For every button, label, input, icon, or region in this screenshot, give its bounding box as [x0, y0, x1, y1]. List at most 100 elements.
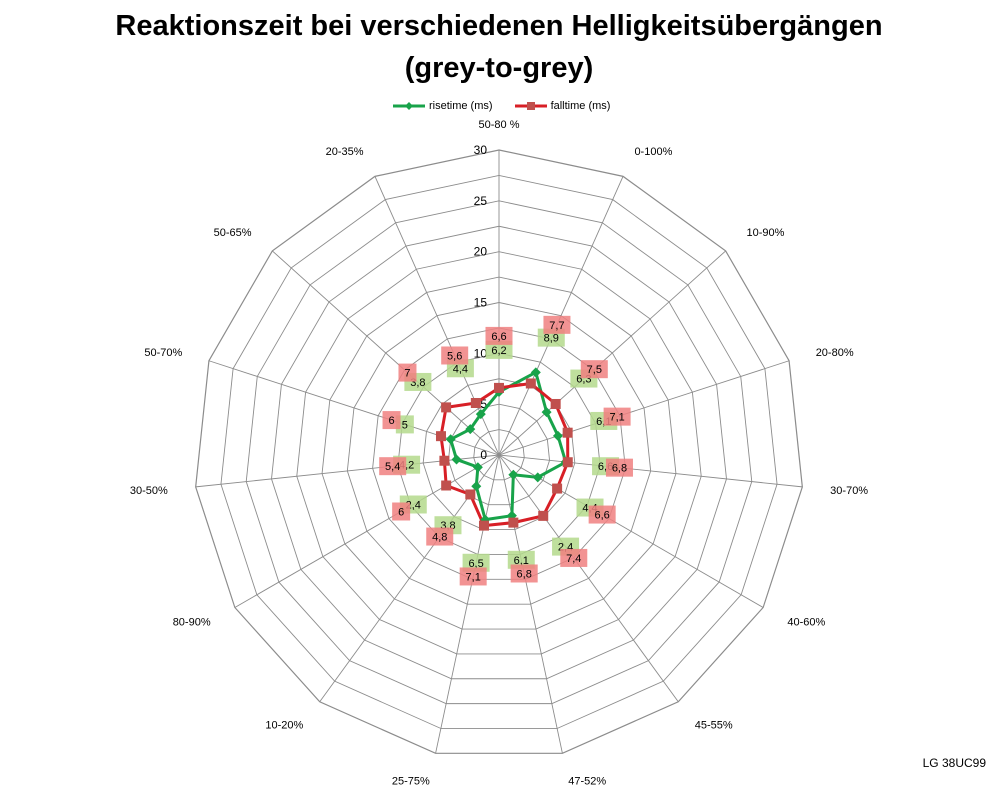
point-rise [530, 367, 541, 378]
category-label: 50-80 % [479, 119, 520, 131]
point-rise [475, 409, 486, 420]
data-label-bg-fall [426, 527, 454, 546]
grid-ring [473, 429, 525, 481]
data-label-bg-fall [485, 326, 513, 345]
category-label: 10-90% [746, 227, 784, 239]
grid-spoke [435, 454, 500, 754]
data-label-fall: 6,8 [517, 568, 532, 580]
point-fall [538, 510, 549, 521]
data-label-rise: 6,5 [468, 558, 483, 570]
data-label-bg-fall [510, 564, 538, 583]
data-label-bg-fall [543, 315, 571, 334]
point-rise [508, 469, 519, 480]
point-rise [471, 481, 482, 492]
point-rise [451, 454, 462, 465]
point-fall [508, 517, 519, 528]
radial-tick-label: 30 [474, 143, 488, 157]
radial-tick-label: 20 [474, 245, 488, 259]
legend-fall-label: falltime (ms) [550, 100, 611, 112]
data-label-bg-fall [580, 360, 608, 379]
data-label-rise: 8,9 [544, 333, 559, 345]
point-fall [478, 520, 489, 531]
point-rise [541, 407, 552, 418]
category-label: 45-55% [695, 719, 733, 731]
category-label: 47-52% [568, 776, 606, 786]
point-fall [441, 402, 452, 413]
data-label-bg-rise [507, 550, 535, 569]
grid-spoke [498, 250, 726, 456]
data-label-rise: 5 [402, 419, 408, 431]
point-fall [550, 398, 561, 409]
legend-item-fall: falltime (ms) [514, 100, 611, 112]
point-fall [435, 431, 446, 442]
grid-spoke [234, 454, 500, 608]
point-fall [470, 397, 481, 408]
point-rise [445, 434, 456, 445]
point-rise [472, 462, 483, 473]
grid-ring [447, 403, 551, 506]
point-rise [552, 430, 563, 441]
data-label-bg-fall [382, 411, 401, 430]
grid-spoke [498, 454, 803, 488]
data-label-fall: 5,6 [447, 350, 462, 362]
radial-tick-label: 5 [480, 397, 487, 411]
data-label-bg-rise [485, 340, 513, 359]
category-label: 50-65% [214, 227, 252, 239]
legend-rise-label: risetime (ms) [429, 100, 493, 112]
grid-spoke [498, 176, 624, 456]
data-label-fall: 7,7 [549, 320, 564, 332]
grid-spoke [498, 454, 563, 754]
grid-ring [245, 200, 753, 705]
point-fall [562, 457, 573, 468]
series-line-rise [449, 370, 568, 522]
point-fall [552, 483, 563, 494]
radial-tick-label: 10 [474, 346, 488, 360]
category-label: 80-90% [173, 617, 211, 629]
point-rise [465, 424, 476, 435]
radial-tick-label: 0 [480, 448, 487, 462]
data-label-fall: 6 [388, 415, 394, 427]
category-label: 30-50% [130, 485, 168, 497]
legend-fall-marker [514, 102, 547, 110]
data-label-bg-fall [588, 505, 616, 524]
data-label-rise: 6,2 [491, 345, 506, 357]
grid-spoke [374, 176, 500, 456]
data-label-rise: 4,4 [453, 363, 468, 375]
grid-spoke [498, 454, 679, 703]
data-label-bg-fall [560, 548, 588, 567]
data-label-bg-fall [379, 457, 407, 476]
data-label-bg-fall [459, 567, 487, 586]
category-label: 0-100% [634, 146, 672, 158]
data-label-bg-fall [398, 363, 417, 382]
legend-item-rise: risetime (ms) [393, 100, 493, 112]
grid-spoke [498, 360, 790, 456]
category-label: 20-80% [816, 347, 854, 359]
data-label-fall: 5,4 [385, 461, 400, 473]
data-label-fall: 7,1 [609, 412, 624, 424]
data-label-fall: 6,6 [594, 510, 609, 522]
point-fall [494, 382, 504, 393]
point-fall [439, 455, 450, 466]
grid-ring [397, 352, 601, 555]
data-label-fall: 7,5 [587, 364, 602, 376]
grid-ring [346, 302, 652, 605]
grid-ring [271, 225, 727, 680]
point-rise [532, 472, 543, 483]
grid-ring [422, 378, 576, 531]
radial-tick-label: 25 [474, 194, 488, 208]
category-label: 50-70% [144, 347, 182, 359]
data-label-fall: 7 [404, 368, 410, 380]
grid-spoke [498, 454, 764, 608]
chart-subtitle: (grey-to-grey) [404, 52, 594, 84]
grid-ring [296, 251, 702, 655]
category-label: 10-20% [265, 719, 303, 731]
radial-tick-label: 15 [474, 296, 488, 310]
grid-ring [372, 327, 626, 580]
point-fall [441, 480, 452, 491]
grid-ring [195, 149, 803, 754]
data-label-rise: 6,1 [514, 555, 529, 567]
data-label-bg-fall [605, 458, 633, 477]
data-label-fall: 7,4 [566, 553, 581, 565]
data-label-bg-fall [392, 502, 411, 521]
data-label-fall: 6,6 [491, 331, 506, 343]
